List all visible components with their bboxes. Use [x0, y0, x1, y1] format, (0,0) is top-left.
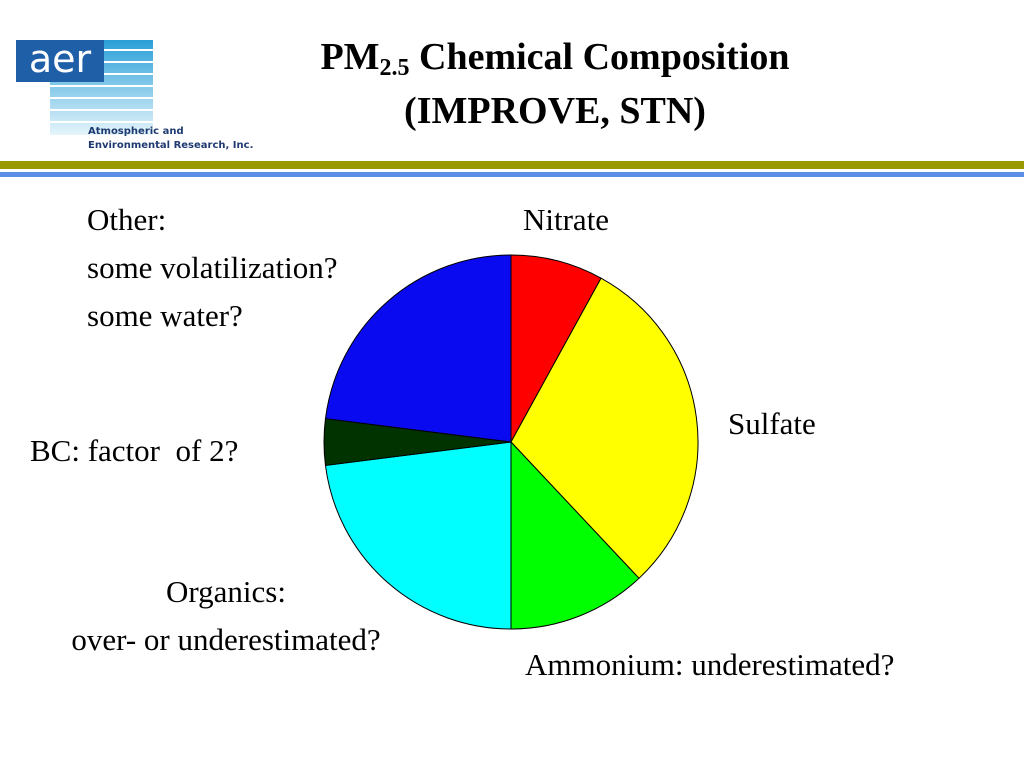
logo-mark: aer — [29, 37, 92, 81]
pie-slice — [510, 440, 640, 630]
logo-text: Environmental Research, Inc. — [88, 140, 253, 151]
pie — [323, 254, 699, 630]
slice-label: Nitrate — [523, 202, 610, 237]
rule-olive — [0, 161, 1024, 169]
rule-blue — [0, 172, 1024, 177]
slice-label: Organics: over- or underestimated? — [71, 574, 381, 657]
title-text: (IMPROVE, STN) — [404, 90, 706, 132]
chart-title: PM2.5 Chemical Composition (IMPROVE, STN… — [255, 30, 855, 138]
pie-slice — [510, 277, 699, 580]
title-text: Chemical Composition — [409, 36, 790, 78]
slice-label: Sulfate — [728, 406, 816, 441]
logo-text: Atmospheric and — [88, 126, 184, 137]
slice-label: Ammonium: underestimated? — [525, 647, 895, 682]
pie-slice — [510, 254, 602, 443]
pie-slice — [324, 441, 512, 630]
pie-slice — [324, 254, 512, 443]
logo-box — [16, 40, 104, 82]
title-subscript: 2.5 — [379, 55, 410, 81]
slice-label: Other: some volatilization? some water? — [87, 202, 338, 333]
title-text: PM — [320, 36, 380, 78]
slice-label: BC: factor of 2? — [30, 433, 239, 468]
